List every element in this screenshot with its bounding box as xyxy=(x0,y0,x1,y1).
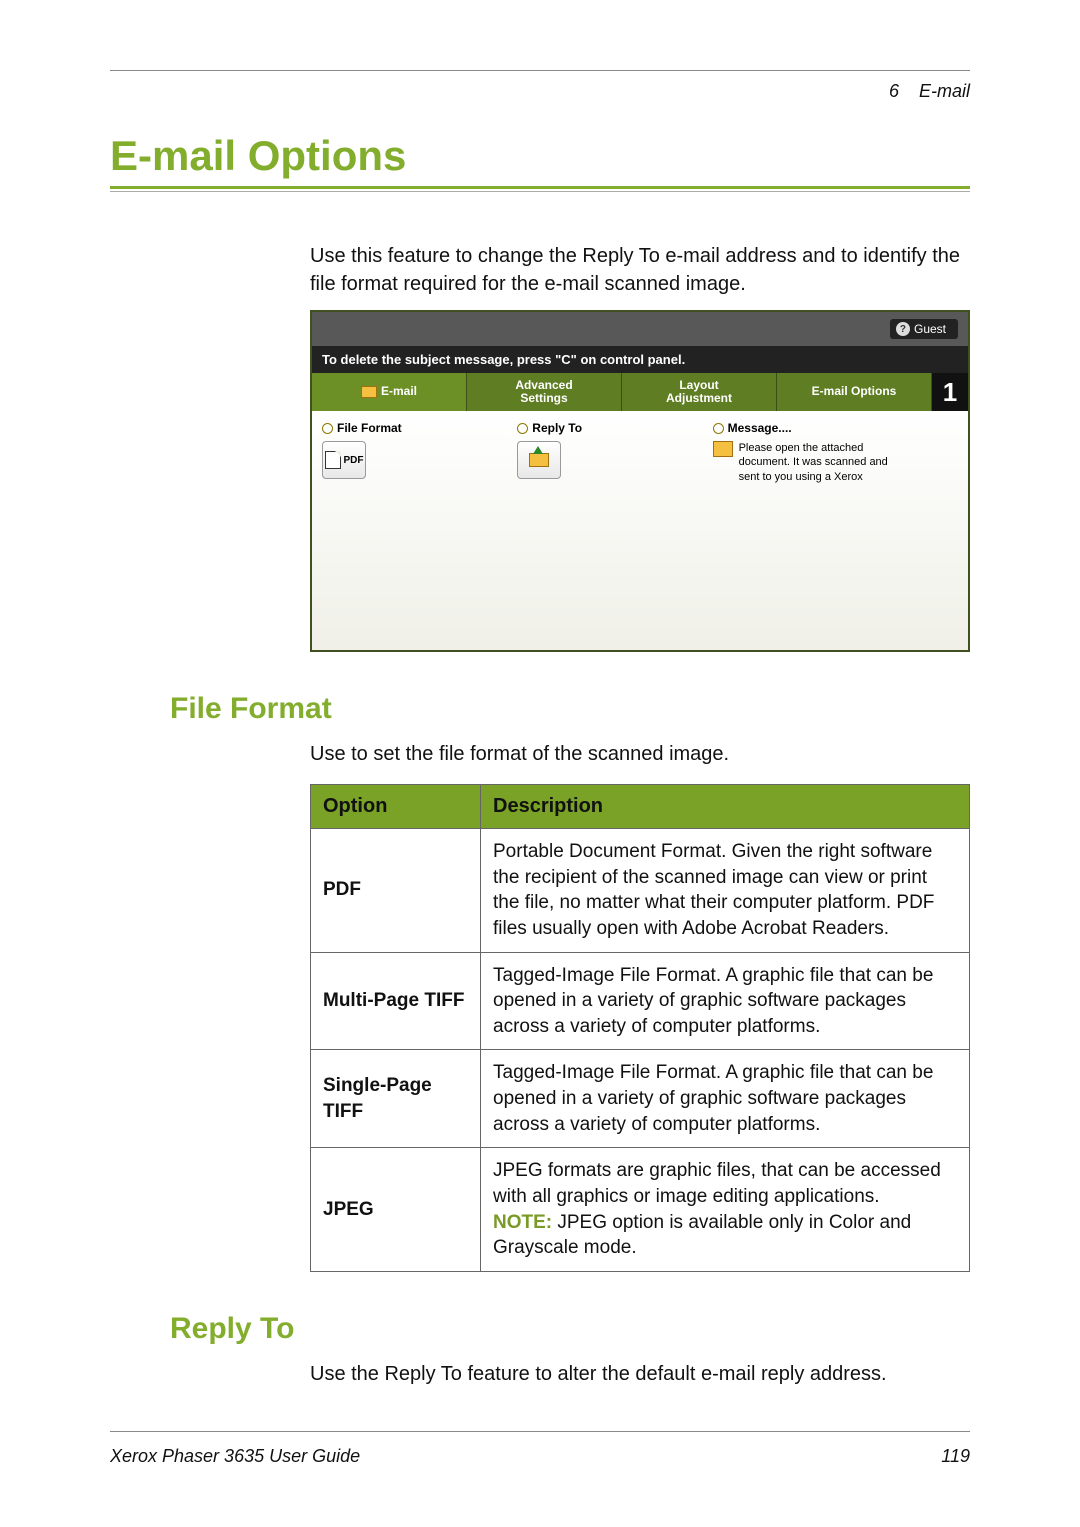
tab-layout-adjustment[interactable]: Layout Adjustment xyxy=(622,373,777,411)
note-label: NOTE: xyxy=(493,1212,552,1233)
header-rule xyxy=(110,70,970,71)
file-format-button[interactable]: PDF xyxy=(322,441,366,479)
screenshot-panel: File Format PDF Reply To M xyxy=(312,411,968,650)
job-count-value: 1 xyxy=(943,377,957,408)
radio-icon xyxy=(713,423,724,434)
reply-to-button[interactable] xyxy=(517,441,561,479)
opt-jpeg-desc-text: JPEG formats are graphic files, that can… xyxy=(493,1160,941,1207)
title-rule-green xyxy=(110,186,970,189)
message-section-label: Message.... xyxy=(713,421,958,435)
email-icon xyxy=(361,386,377,398)
tab-layout-l2: Adjustment xyxy=(666,392,732,405)
chapter-number: 6 xyxy=(889,81,899,101)
footer-page: 119 xyxy=(941,1446,970,1467)
file-format-heading: File Format xyxy=(170,692,970,726)
tab-advanced-settings[interactable]: Advanced Settings xyxy=(467,373,622,411)
file-format-label: File Format xyxy=(337,421,402,435)
footer-guide: Xerox Phaser 3635 User Guide xyxy=(110,1446,360,1467)
opt-stiff-name: Single-Page TIFF xyxy=(311,1050,481,1148)
tab-options-label: E-mail Options xyxy=(812,385,897,398)
tab-email-label: E-mail xyxy=(381,385,417,398)
device-screenshot: ? Guest To delete the subject message, p… xyxy=(310,310,970,652)
screenshot-instruction: To delete the subject message, press "C"… xyxy=(312,346,968,373)
opt-stiff-desc: Tagged-Image File Format. A graphic file… xyxy=(481,1050,970,1148)
page-footer: Xerox Phaser 3635 User Guide 119 xyxy=(110,1446,970,1467)
page-title: E-mail Options xyxy=(110,132,970,180)
table-header-row: Option Description xyxy=(311,785,970,829)
radio-icon xyxy=(322,423,333,434)
chapter-title: E-mail xyxy=(919,81,970,101)
reply-to-label: Reply To xyxy=(532,421,582,435)
file-format-column: File Format PDF xyxy=(322,421,497,640)
job-count: 1 xyxy=(932,373,968,411)
message-icon xyxy=(713,441,733,457)
screenshot-titlebar: ? Guest xyxy=(312,312,968,346)
pdf-icon xyxy=(325,451,341,469)
tab-email[interactable]: E-mail xyxy=(312,373,467,411)
reply-icon xyxy=(529,453,549,467)
file-format-table: Option Description PDF Portable Document… xyxy=(310,784,970,1272)
table-row: Single-Page TIFF Tagged-Image File Forma… xyxy=(311,1050,970,1148)
table-row: PDF Portable Document Format. Given the … xyxy=(311,829,970,953)
running-header: 6 E-mail xyxy=(110,81,970,102)
message-column: Message.... Please open the attached doc… xyxy=(713,421,958,640)
help-icon: ? xyxy=(896,322,910,336)
table-row: JPEG JPEG formats are graphic files, tha… xyxy=(311,1148,970,1272)
opt-jpeg-name: JPEG xyxy=(311,1148,481,1272)
opt-jpeg-desc: JPEG formats are graphic files, that can… xyxy=(481,1148,970,1272)
radio-icon xyxy=(517,423,528,434)
reply-to-heading: Reply To xyxy=(170,1312,970,1346)
file-format-desc: Use to set the file format of the scanne… xyxy=(310,740,970,768)
note-text: JPEG option is available only in Color a… xyxy=(493,1212,911,1259)
screenshot-tabs: E-mail Advanced Settings Layout Adjustme… xyxy=(312,373,968,411)
reply-to-desc: Use the Reply To feature to alter the de… xyxy=(310,1360,970,1388)
footer-rule xyxy=(110,1431,970,1432)
table-row: Multi-Page TIFF Tagged-Image File Format… xyxy=(311,952,970,1050)
title-rule-grey xyxy=(110,191,970,192)
reply-to-column: Reply To xyxy=(517,421,692,640)
col-description: Description xyxy=(481,785,970,829)
message-preview[interactable]: Please open the attached document. It wa… xyxy=(713,441,958,484)
message-label: Message.... xyxy=(728,421,792,435)
guest-badge: ? Guest xyxy=(890,319,958,339)
file-format-section-label: File Format xyxy=(322,421,497,435)
opt-mtiff-desc: Tagged-Image File Format. A graphic file… xyxy=(481,952,970,1050)
file-format-value: PDF xyxy=(344,455,364,466)
message-text: Please open the attached document. It wa… xyxy=(739,441,904,484)
col-option: Option xyxy=(311,785,481,829)
guest-label: Guest xyxy=(914,322,946,336)
tab-email-options[interactable]: E-mail Options xyxy=(777,373,932,411)
opt-pdf-name: PDF xyxy=(311,829,481,953)
opt-pdf-desc: Portable Document Format. Given the righ… xyxy=(481,829,970,953)
intro-text: Use this feature to change the Reply To … xyxy=(310,242,970,298)
tab-advanced-l2: Settings xyxy=(520,392,567,405)
document-page: 6 E-mail E-mail Options Use this feature… xyxy=(0,0,1080,1527)
opt-mtiff-name: Multi-Page TIFF xyxy=(311,952,481,1050)
reply-to-section-label: Reply To xyxy=(517,421,692,435)
